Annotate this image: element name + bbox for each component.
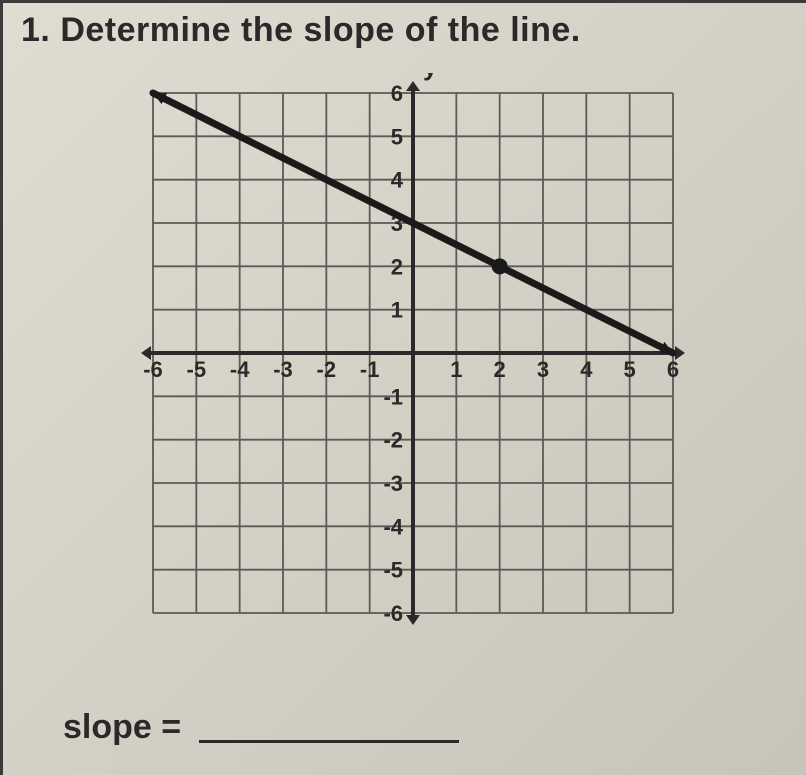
- svg-text:-5: -5: [187, 357, 207, 382]
- svg-text:4: 4: [391, 168, 404, 193]
- svg-text:-2: -2: [317, 357, 337, 382]
- svg-text:1: 1: [450, 357, 462, 382]
- answer-blank[interactable]: [199, 740, 459, 743]
- svg-text:-1: -1: [360, 357, 380, 382]
- svg-text:4: 4: [580, 357, 593, 382]
- question-number: 1.: [21, 11, 50, 49]
- svg-text:-6: -6: [143, 357, 163, 382]
- question-prompt: 1. Determine the slope of the line.: [21, 11, 581, 50]
- svg-text:y: y: [423, 73, 438, 81]
- svg-text:5: 5: [391, 124, 403, 149]
- worksheet-page: 1. Determine the slope of the line. -6 -5…: [0, 0, 806, 775]
- svg-text:-4: -4: [383, 514, 403, 539]
- svg-text:5: 5: [624, 357, 636, 382]
- answer-row: slope =: [63, 708, 459, 747]
- svg-text:-3: -3: [383, 471, 403, 496]
- svg-text:6: 6: [391, 81, 403, 106]
- svg-text:-6: -6: [383, 601, 403, 626]
- svg-text:6: 6: [667, 357, 679, 382]
- answer-label: slope =: [63, 708, 181, 746]
- svg-text:2: 2: [391, 254, 403, 279]
- svg-text:-5: -5: [383, 558, 403, 583]
- question-text-content: Determine the slope of the line.: [60, 11, 580, 49]
- svg-text:2: 2: [494, 357, 506, 382]
- svg-text:1: 1: [391, 298, 403, 323]
- svg-text:-4: -4: [230, 357, 250, 382]
- coordinate-graph: -6-5-4-3-2-1123456-6-5-4-3-2-1123456xy: [133, 73, 693, 633]
- svg-text:-1: -1: [383, 384, 403, 409]
- svg-text:-3: -3: [273, 357, 293, 382]
- graph-svg: -6-5-4-3-2-1123456-6-5-4-3-2-1123456xy: [133, 73, 693, 633]
- svg-text:3: 3: [537, 357, 549, 382]
- svg-text:-2: -2: [383, 428, 403, 453]
